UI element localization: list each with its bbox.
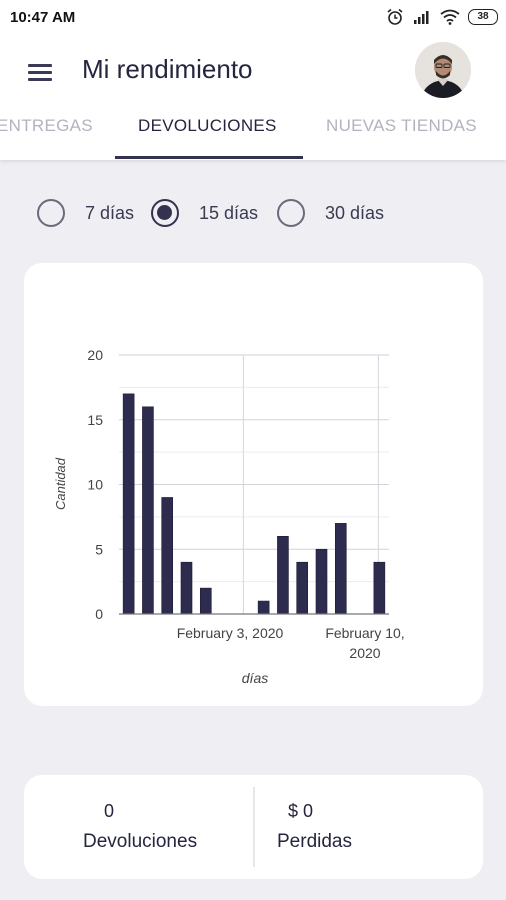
- losses-value: $ 0: [288, 801, 314, 821]
- returns-value: 0: [104, 801, 115, 821]
- y-tick-label: 20: [87, 347, 103, 363]
- summary-card: 0 Devoluciones $ 0 Perdidas: [24, 775, 483, 879]
- chart-axes: 0 5 10 15 20 February 3, 2020 February 10, 2020: [87, 347, 404, 661]
- x-tick-label: February 10, 2020: [325, 625, 404, 661]
- y-tick-label: 15: [87, 412, 103, 428]
- losses-stat: $ 0 Perdidas: [254, 775, 484, 879]
- tab-nuevas-tiendas[interactable]: NUEVAS TIENDAS: [326, 116, 477, 135]
- status-bar: 10:47 AM 38: [0, 0, 506, 36]
- radio-30-dias[interactable]: 30 días: [277, 196, 384, 230]
- chart-bars: [122, 393, 386, 615]
- alarm-icon: [386, 8, 404, 26]
- battery-icon: 38: [468, 9, 498, 25]
- radio-15-dias[interactable]: 15 días: [151, 196, 258, 230]
- y-tick-label: 5: [95, 541, 103, 557]
- page-title: Mi rendimiento: [82, 54, 253, 84]
- tab-devoluciones[interactable]: DEVOLUCIONES: [138, 116, 277, 135]
- returns-stat: 0 Devoluciones: [24, 775, 254, 879]
- period-radio-group: 7 días 15 días 30 días: [0, 196, 506, 230]
- bar-feb-7: [315, 548, 328, 615]
- returns-label: Devoluciones: [83, 831, 198, 852]
- tab-entregas[interactable]: ENTREGAS: [0, 116, 93, 135]
- tab-bar: ENTREGAS DEVOLUCIONES NUEVAS TIENDAS: [0, 108, 506, 160]
- y-tick-label: 10: [87, 477, 103, 493]
- y-axis-label: Cantidad: [53, 457, 68, 510]
- radio-circle[interactable]: [37, 199, 65, 227]
- returns-bar-chart: 0 5 10 15 20 February 3, 2020 February 10, 2020…: [53, 347, 405, 686]
- x-tick-label: February 3, 2020: [177, 625, 284, 641]
- radio-circle[interactable]: [277, 199, 305, 227]
- bar-feb-8: [334, 523, 347, 615]
- bar-jan-31: [180, 561, 193, 615]
- bar-feb-6: [296, 561, 309, 615]
- radio-label: 7 días: [85, 202, 135, 223]
- x-axis-label: días: [242, 670, 268, 686]
- losses-label: Perdidas: [277, 831, 352, 852]
- radio-circle[interactable]: [151, 199, 179, 227]
- chart-card: 0 5 10 15 20 February 3, 2020 February 10, 2020…: [24, 263, 483, 706]
- bar-feb-10: [373, 561, 386, 615]
- radio-label: 15 días: [199, 202, 259, 223]
- bar-jan-28: [122, 393, 135, 615]
- summary-divider: [253, 787, 255, 867]
- radio-7-dias[interactable]: 7 días: [37, 196, 134, 230]
- active-tab-indicator: [115, 156, 303, 159]
- y-tick-label: 0: [95, 606, 103, 622]
- bar-jan-30: [161, 497, 174, 615]
- radio-label: 30 días: [325, 202, 385, 223]
- bar-feb-4: [257, 600, 270, 615]
- status-time: 10:47 AM: [10, 9, 76, 26]
- avatar[interactable]: [415, 42, 471, 98]
- wifi-icon: [440, 9, 460, 25]
- signal-icon: [412, 9, 432, 25]
- app-bar: Mi rendimiento ENTREGAS DEVOLUCIONES NUE…: [0, 36, 506, 160]
- chart-grid: [119, 354, 389, 615]
- bar-jan-29: [142, 406, 154, 615]
- bar-feb-5: [277, 535, 289, 615]
- menu-button[interactable]: [24, 58, 58, 88]
- status-icons: 38: [386, 8, 498, 26]
- bar-feb-1: [199, 587, 212, 615]
